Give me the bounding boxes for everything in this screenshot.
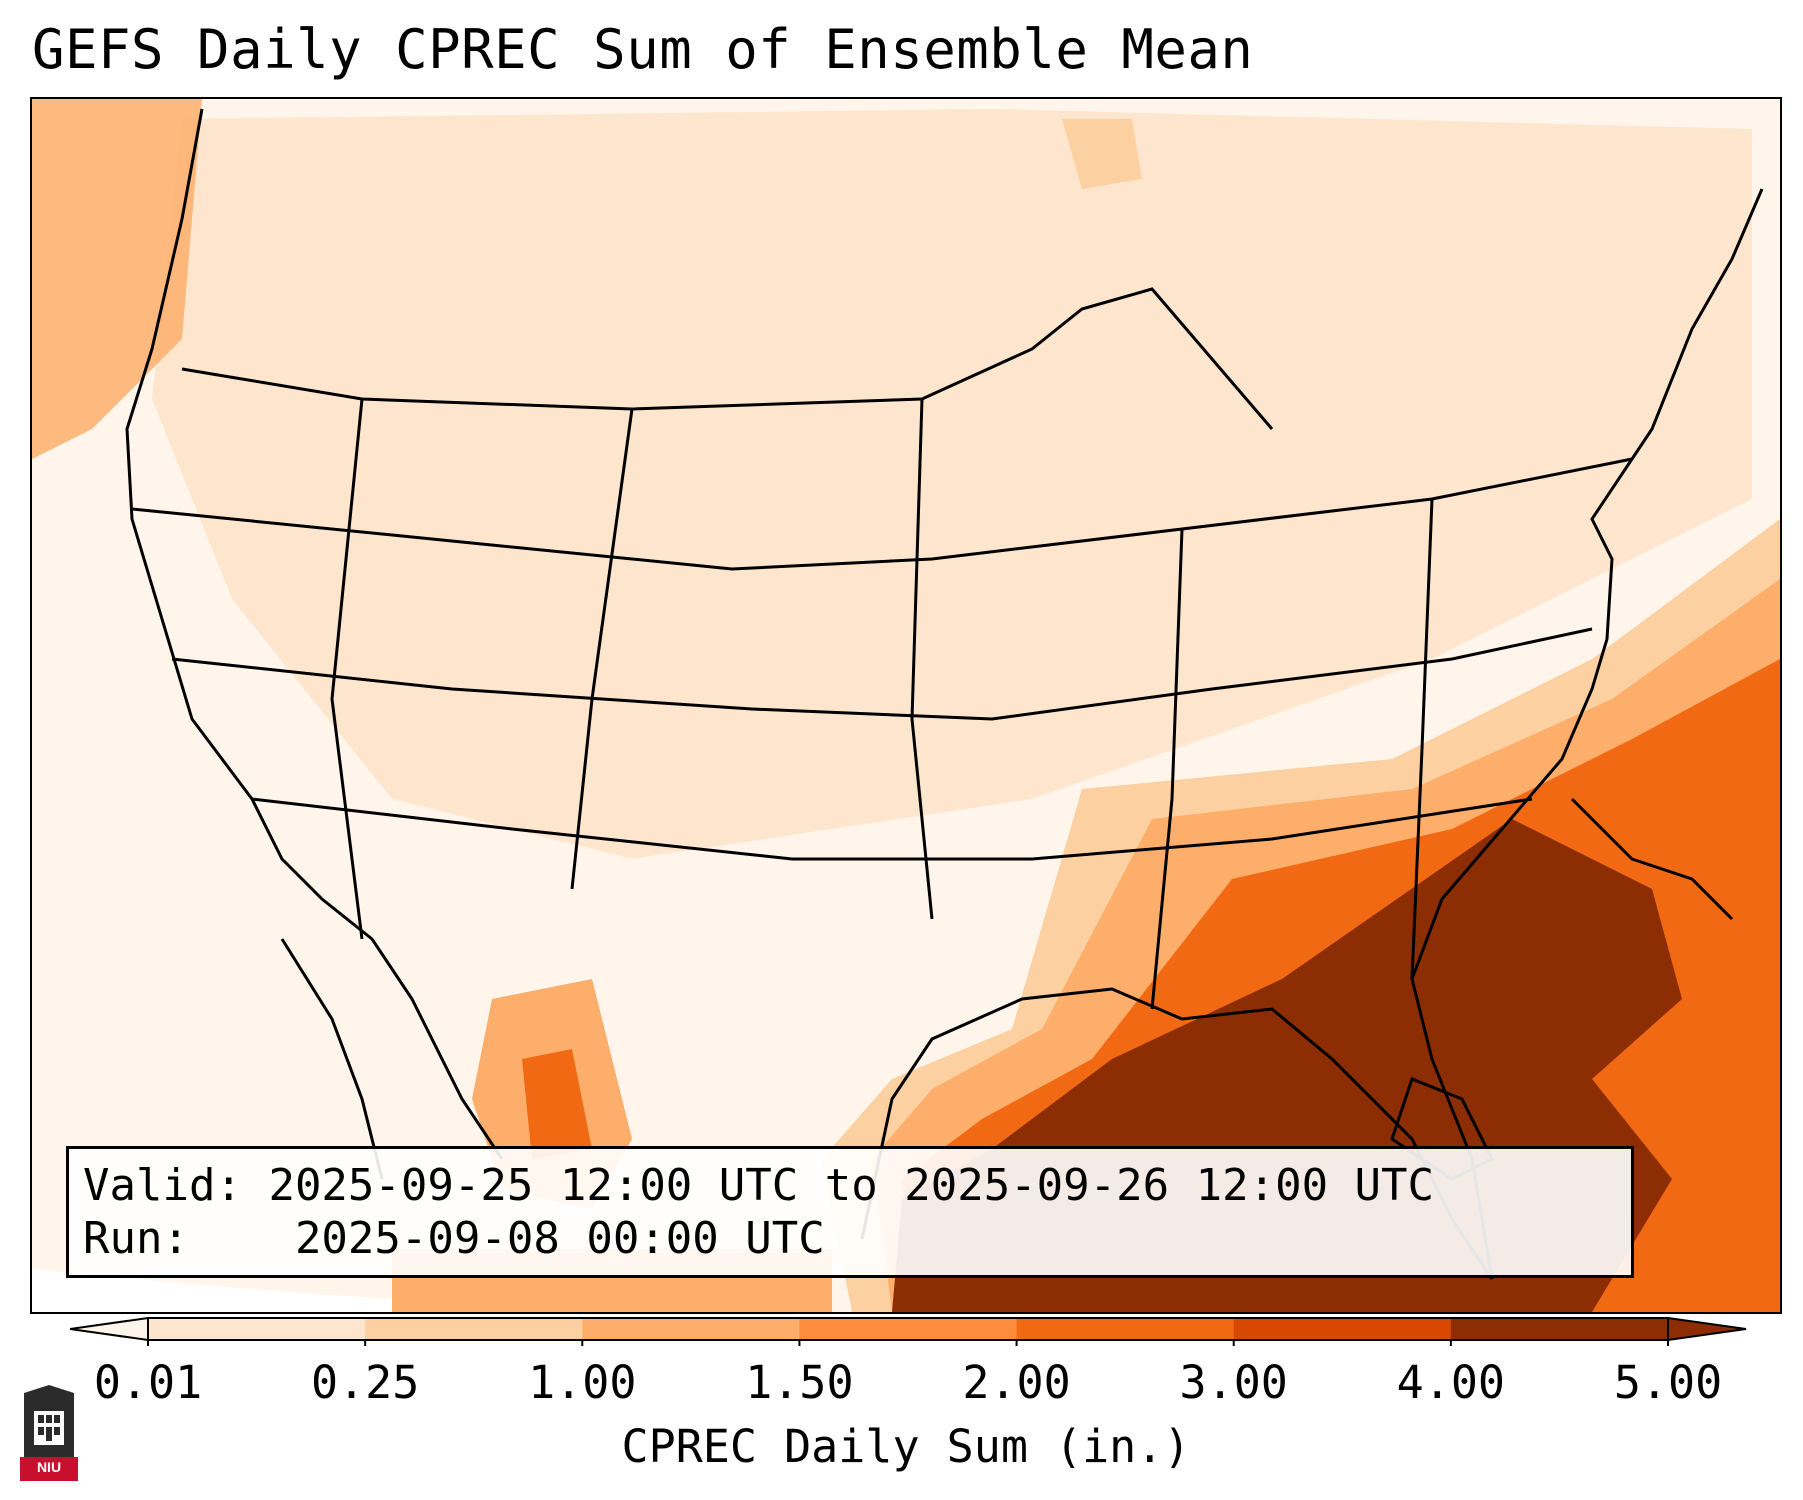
validity-info-box: Valid: 2025-09-25 12:00 UTC to 2025-09-2… [66, 1146, 1634, 1278]
bahamas-outline [1570, 797, 1734, 921]
baja-coastline [280, 938, 384, 1180]
valid-label: Valid: [83, 1160, 242, 1211]
colorbar-tick-label: 3.00 [1179, 1356, 1288, 1409]
colorbar-tick-label: 0.25 [310, 1356, 420, 1409]
pnw-precip-region [32, 99, 202, 459]
colorbar-extend-high [1667, 1316, 1747, 1342]
state-line-v2 [570, 408, 634, 890]
colorbar-segment [1016, 1318, 1235, 1340]
state-line-3 [251, 797, 1533, 861]
colorbar-label: CPREC Daily Sum (in.) [621, 1420, 1191, 1473]
run-value: 2025-09-08 00:00 UTC [294, 1213, 825, 1264]
niu-logo: NIU [20, 1385, 78, 1481]
state-line-v4 [1150, 528, 1184, 1010]
northern-patch [1062, 119, 1142, 189]
colorbar-segment [1233, 1318, 1452, 1340]
map-canvas [32, 99, 1780, 1312]
colorbar-tick-label: 1.00 [528, 1356, 637, 1409]
colorbar-segment [799, 1318, 1018, 1340]
colorbar-segment [1450, 1318, 1669, 1340]
colorbar-tick-label: 0.01 [93, 1356, 203, 1409]
state-line-2 [171, 627, 1593, 721]
colorbar-tick-label: 4.00 [1396, 1356, 1506, 1409]
colorbar-extend-low [70, 1316, 149, 1342]
northern-border [181, 287, 1274, 430]
colorbar-tick-label: 5.00 [1613, 1356, 1723, 1409]
colorbar-segment [148, 1318, 366, 1340]
colorbar-outline [147, 1317, 1669, 1341]
colorbar-tick-label: 1.50 [745, 1356, 854, 1409]
valid-value: 2025-09-25 12:00 UTC to 2025-09-26 12:00… [268, 1160, 1435, 1211]
state-line-v3 [910, 398, 934, 920]
colorbar [70, 1316, 1747, 1346]
valid-line: Valid: 2025-09-25 12:00 UTC to 2025-09-2… [83, 1159, 1617, 1212]
run-line: Run: 2025-09-08 00:00 UTC [83, 1212, 1617, 1265]
east-coastline [1410, 188, 1764, 1280]
west-coastline [125, 108, 504, 1160]
niu-logo-icon [20, 1385, 78, 1481]
map-title: GEFS Daily CPREC Sum of Ensemble Mean [32, 18, 1254, 81]
colorbar-segment [582, 1318, 800, 1340]
state-line-v1 [330, 398, 364, 940]
mexico-precip-core [522, 1049, 592, 1159]
run-label: Run: [83, 1213, 189, 1264]
colorbar-tick-label: 2.00 [962, 1356, 1071, 1409]
precipitation-map [30, 97, 1782, 1314]
logo-text: NIU [36, 1459, 62, 1475]
colorbar-segment [365, 1318, 583, 1340]
state-line-v5 [1410, 498, 1434, 980]
